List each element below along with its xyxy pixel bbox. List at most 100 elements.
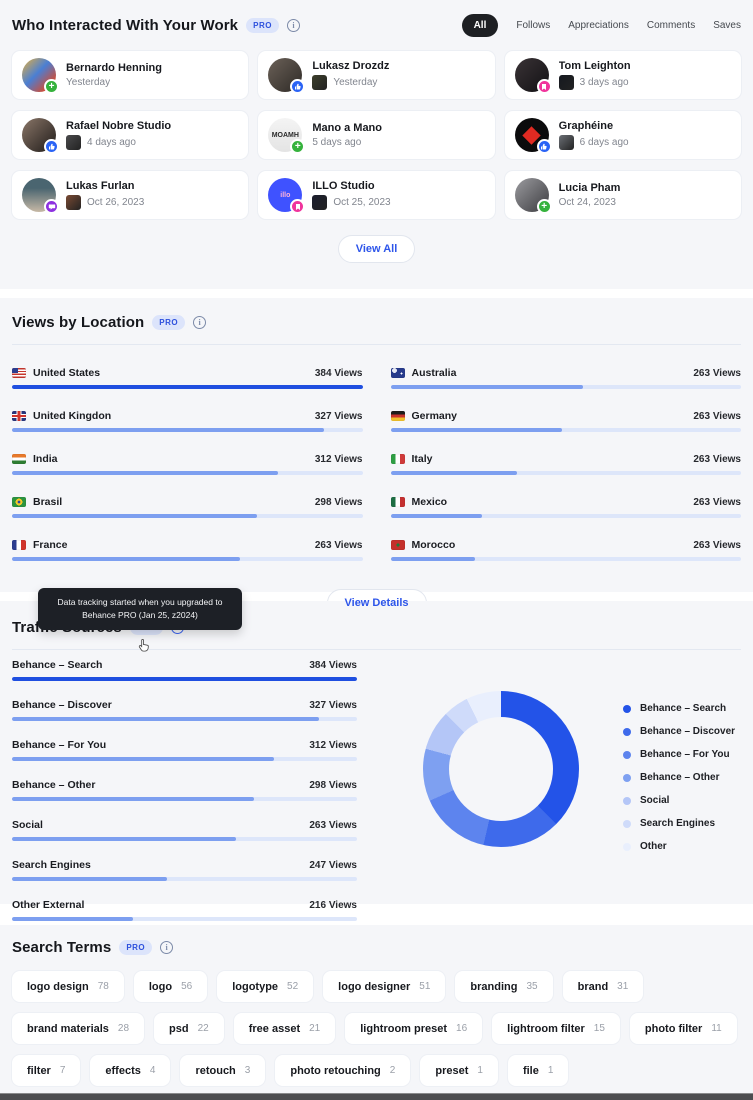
interaction-card[interactable]: + Lucia Pham Oct 24, 2023 <box>504 171 741 219</box>
views-count: 327 Views <box>314 410 363 422</box>
project-thumbnail <box>312 75 328 90</box>
search-term-tag[interactable]: filter 7 <box>12 1055 81 1086</box>
bar-fill <box>390 471 517 475</box>
br-flag-icon <box>12 497 26 507</box>
bar-fill <box>12 677 357 681</box>
bar-label-row: Mexico 263 Views <box>390 496 741 508</box>
bar-fill <box>12 797 254 801</box>
country-label: France <box>12 539 67 551</box>
interaction-card[interactable]: Graphéine 6 days ago <box>504 111 741 159</box>
views-count: 263 Views <box>693 496 741 508</box>
search-term-tag[interactable]: logo design 78 <box>12 971 124 1002</box>
uk-flag-icon <box>12 411 26 421</box>
legend-label: Behance – Search <box>640 703 727 714</box>
save-badge-icon <box>536 79 552 94</box>
user-name: Lukas Furlan <box>66 180 135 192</box>
in-flag-icon <box>12 454 26 464</box>
interaction-date: Oct 26, 2023 <box>87 197 145 208</box>
thumbs-up-icon <box>541 143 547 150</box>
country-label: Brasil <box>12 496 62 508</box>
search-term-count: 1 <box>547 1065 554 1076</box>
interaction-date: Oct 25, 2023 <box>333 197 391 208</box>
search-term-tag[interactable]: psd 22 <box>154 1013 224 1044</box>
au-flag-icon <box>390 368 405 378</box>
interaction-card[interactable]: Lukas Furlan Oct 26, 2023 <box>12 171 249 219</box>
views-count: 298 Views <box>309 779 357 791</box>
section-views-by-location: Views by Location PRO i United States 384… <box>0 298 753 617</box>
tab-appreciations[interactable]: Appreciations <box>568 20 629 31</box>
window-bottom-edge <box>0 1093 753 1100</box>
views-count: 247 Views <box>309 859 357 871</box>
search-term-tag[interactable]: retouch 3 <box>180 1055 266 1086</box>
search-term-text: photo filter <box>644 1022 703 1035</box>
card-subline: Oct 25, 2023 <box>312 195 391 210</box>
search-term-tag[interactable]: brand 31 <box>562 971 644 1002</box>
divider <box>12 344 741 345</box>
view-all-button[interactable]: View All <box>337 235 416 263</box>
info-icon[interactable]: i <box>160 941 174 954</box>
search-term-count: 7 <box>59 1065 66 1076</box>
project-thumbnail <box>66 195 81 210</box>
search-term-tag[interactable]: lightroom preset 16 <box>345 1013 483 1044</box>
interaction-date: 4 days ago <box>87 137 136 148</box>
search-term-tag[interactable]: file 1 <box>507 1055 569 1086</box>
interaction-card[interactable]: Rafael Nobre Studio 4 days ago <box>12 111 249 159</box>
views-count: 312 Views <box>309 739 357 751</box>
interaction-card[interactable]: Lukasz Drozdz Yesterday <box>258 51 495 99</box>
card-subline: Oct 26, 2023 <box>66 195 144 210</box>
bar-label-row: Behance – Other 298 Views <box>12 779 357 791</box>
locations-column-left: United States 384 Views United Kingdon 327 … <box>12 358 363 573</box>
search-term-count: 28 <box>117 1023 130 1034</box>
tab-comments[interactable]: Comments <box>646 20 696 31</box>
interaction-date: Yesterday <box>333 77 378 88</box>
views-count: 384 Views <box>314 367 363 379</box>
bar-track <box>12 717 357 721</box>
interaction-card[interactable]: Tom Leighton 3 days ago <box>504 51 741 99</box>
bar-track <box>12 917 357 921</box>
search-term-tag[interactable]: logotype 52 <box>217 971 314 1002</box>
ma-flag-icon <box>390 540 405 550</box>
tab-follows[interactable]: Follows <box>516 20 551 31</box>
tab-saves[interactable]: Saves <box>713 20 741 31</box>
save-badge-icon <box>290 199 306 214</box>
country-label: United States <box>12 367 100 379</box>
info-icon[interactable]: i <box>286 19 300 32</box>
views-count: 216 Views <box>309 899 357 911</box>
search-term-tag[interactable]: free asset 21 <box>233 1013 336 1044</box>
section-title-search-terms: Search Terms <box>12 939 112 956</box>
legend-label: Behance – For You <box>640 749 730 760</box>
interaction-card[interactable]: + Bernardo Henning Yesterday <box>12 51 249 99</box>
search-term-tag[interactable]: logo designer 51 <box>323 971 446 1002</box>
legend-label: Behance – Other <box>640 772 720 783</box>
bar-list-item: Germany 263 Views <box>390 401 741 444</box>
bar-track <box>12 557 363 561</box>
search-term-text: retouch <box>195 1064 236 1077</box>
bar-label-row: Italy 263 Views <box>390 453 741 465</box>
comment-badge-icon <box>44 199 59 214</box>
user-name: Lucia Pham <box>558 182 621 194</box>
search-term-tag[interactable]: preset 1 <box>420 1055 498 1086</box>
search-term-text: effects <box>105 1064 141 1077</box>
search-term-tag[interactable]: photo filter 11 <box>629 1013 737 1044</box>
search-term-tag[interactable]: brand materials 28 <box>12 1013 145 1044</box>
search-term-count: 11 <box>711 1023 722 1034</box>
legend-label: Search Engines <box>640 818 716 829</box>
search-term-tag[interactable]: effects 4 <box>90 1055 171 1086</box>
search-term-count: 15 <box>593 1023 605 1034</box>
search-term-tag[interactable]: branding 35 <box>455 971 553 1002</box>
bar-label-row: Brasil 298 Views <box>12 496 363 508</box>
tab-all[interactable]: All <box>461 14 499 37</box>
search-term-tag[interactable]: lightroom filter 15 <box>492 1013 620 1044</box>
search-term-tag[interactable]: photo retouching 2 <box>275 1055 411 1086</box>
appreciation-badge-icon <box>536 139 552 154</box>
user-name: Lukasz Drozdz <box>312 60 390 72</box>
search-term-tag[interactable]: logo 56 <box>133 971 208 1002</box>
views-count: 312 Views <box>314 453 363 465</box>
interaction-card[interactable]: illo ILLO Studio Oct 25, 2023 <box>258 171 495 219</box>
info-icon[interactable]: i <box>193 316 207 329</box>
interaction-card[interactable]: MOAMH + Mano a Mano 5 days ago <box>258 111 495 159</box>
bar-fill <box>12 837 237 841</box>
bar-track <box>390 514 741 518</box>
pro-data-tooltip: Data tracking started when you upgraded … <box>38 588 242 631</box>
search-term-text: logo designer <box>338 980 411 993</box>
